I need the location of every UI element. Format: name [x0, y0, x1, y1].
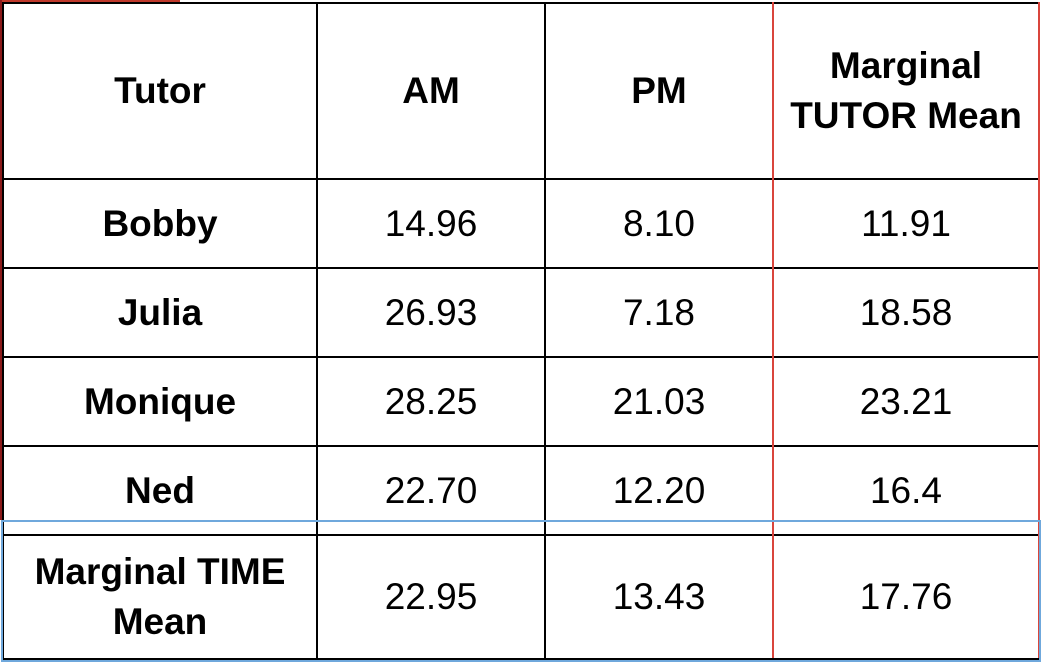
tutor-name: Bobby	[2, 178, 318, 269]
table-row: Julia 26.93 7.18 18.58	[2, 267, 1040, 358]
marginal-tutor-mean-value: 11.91	[772, 178, 1040, 269]
marginal-tutor-mean-value: 18.58	[772, 267, 1040, 358]
pm-value: 12.20	[544, 445, 774, 536]
am-value: 28.25	[316, 356, 546, 447]
pm-value: 7.18	[544, 267, 774, 358]
marginal-time-mean-row: Marginal TIME Mean 22.95 13.43 17.76	[2, 534, 1040, 660]
marginal-time-mean-label: Marginal TIME Mean	[2, 534, 318, 660]
marginal-time-mean-am: 22.95	[316, 534, 546, 660]
pm-value: 21.03	[544, 356, 774, 447]
marginal-tutor-mean-value: 23.21	[772, 356, 1040, 447]
header-tutor: Tutor	[2, 2, 318, 180]
am-value: 22.70	[316, 445, 546, 536]
am-value: 26.93	[316, 267, 546, 358]
table-row: Bobby 14.96 8.10 11.91	[2, 178, 1040, 269]
means-table-container: Tutor AM PM Marginal TUTOR Mean Bobby 14…	[2, 2, 1040, 660]
header-pm: PM	[544, 2, 774, 180]
tutor-name: Monique	[2, 356, 318, 447]
header-am: AM	[316, 2, 546, 180]
pm-value: 8.10	[544, 178, 774, 269]
table-row: Monique 28.25 21.03 23.21	[2, 356, 1040, 447]
header-marginal-tutor-mean: Marginal TUTOR Mean	[772, 2, 1040, 180]
am-value: 14.96	[316, 178, 546, 269]
tutor-name: Ned	[2, 445, 318, 536]
tutor-name: Julia	[2, 267, 318, 358]
marginal-tutor-mean-value: 16.4	[772, 445, 1040, 536]
marginal-time-mean-pm: 13.43	[544, 534, 774, 660]
header-row: Tutor AM PM Marginal TUTOR Mean	[2, 2, 1040, 180]
means-table: Tutor AM PM Marginal TUTOR Mean Bobby 14…	[2, 2, 1040, 660]
table-row: Ned 22.70 12.20 16.4	[2, 445, 1040, 536]
grand-mean-value: 17.76	[772, 534, 1040, 660]
